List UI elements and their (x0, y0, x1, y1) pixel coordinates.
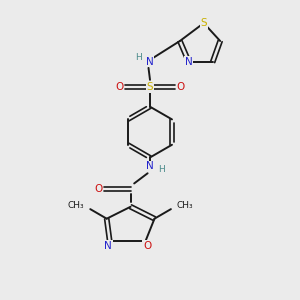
Text: N: N (185, 57, 193, 67)
Text: N: N (146, 161, 154, 171)
Text: CH₃: CH₃ (68, 201, 84, 210)
Text: O: O (143, 241, 151, 250)
Text: N: N (104, 241, 112, 250)
Text: H: H (135, 53, 141, 62)
Text: O: O (115, 82, 123, 92)
Text: H: H (158, 165, 165, 174)
Text: CH₃: CH₃ (177, 201, 194, 210)
Text: S: S (147, 82, 153, 92)
Text: O: O (94, 184, 103, 194)
Text: O: O (177, 82, 185, 92)
Text: N: N (146, 57, 154, 67)
Text: S: S (200, 18, 207, 28)
